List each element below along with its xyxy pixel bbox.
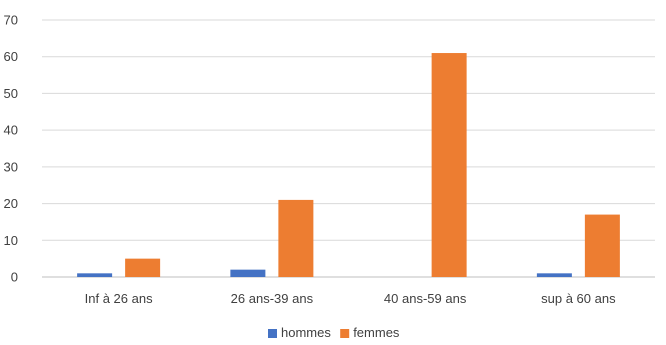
gridlines [42, 19, 655, 278]
y-tick-label: 30 [4, 159, 18, 174]
bar-femmes [431, 53, 467, 277]
y-tick-label: 0 [11, 270, 18, 285]
bars [77, 53, 620, 277]
category-label: Inf à 26 ans [85, 291, 153, 306]
bar-hommes [77, 273, 113, 277]
y-tick-label: 70 [4, 13, 18, 28]
y-tick-label: 60 [4, 49, 18, 64]
bar-femmes [584, 214, 620, 277]
y-tick-label: 50 [4, 86, 18, 101]
category-label: 26 ans-39 ans [231, 291, 314, 306]
bar-femmes [125, 258, 161, 277]
legend-swatch-hommes [268, 329, 277, 338]
legend-label-hommes: hommes [281, 325, 331, 340]
x-axis-category-labels: Inf à 26 ans 26 ans-39 ans 40 ans-59 ans su… [85, 291, 616, 306]
y-tick-label: 40 [4, 123, 18, 138]
bar-hommes [230, 269, 266, 277]
category-label: 40 ans-59 ans [384, 291, 467, 306]
bar-hommes [536, 273, 572, 277]
y-tick-label: 10 [4, 233, 18, 248]
y-axis-tick-labels: 0 10 20 30 40 50 60 70 [4, 13, 18, 285]
legend-label-femmes: femmes [353, 325, 400, 340]
bar-femmes [278, 199, 314, 277]
category-label: sup à 60 ans [541, 291, 616, 306]
legend: hommes femmes [268, 325, 400, 340]
legend-swatch-femmes [340, 329, 350, 338]
y-tick-label: 20 [4, 196, 18, 211]
